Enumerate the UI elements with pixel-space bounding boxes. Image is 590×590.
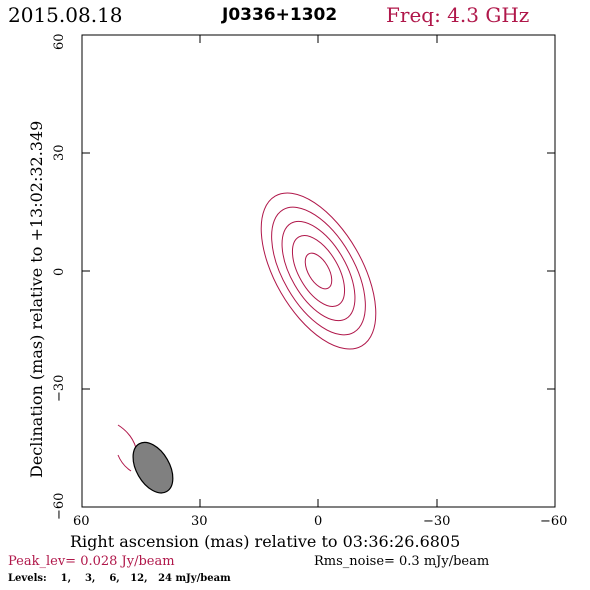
contour-levels-legend: Levels: 1, 3, 6, 12, 24 mJy/beam (8, 573, 231, 584)
y-tick-label-30: 30 (52, 144, 67, 161)
x-tick-label-60: 60 (73, 514, 90, 529)
contour-ellipse (260, 192, 377, 350)
y-tick-label-0: 0 (52, 267, 67, 276)
source-name: J0336+1302 (222, 5, 338, 25)
contour-levels (260, 192, 377, 350)
frequency-label: Freq: 4.3 GHz (386, 3, 530, 27)
observation-date: 2015.08.18 (8, 3, 123, 27)
y-tick-label-neg60: −60 (52, 492, 67, 520)
clean-beam (132, 441, 174, 494)
x-tick-label-neg30: −30 (423, 514, 451, 529)
x-axis-label: Right ascension (mas) relative to 03:36:… (70, 532, 461, 551)
y-tick-label-60: 60 (52, 33, 67, 50)
x-ticks (199, 35, 438, 507)
contour-ellipse (281, 220, 356, 322)
contour-ellipse (304, 252, 333, 290)
y-tick-label-neg30: −30 (52, 374, 67, 402)
contour-ellipse (291, 235, 346, 307)
x-tick-label-neg60: −60 (540, 514, 568, 529)
rms-noise: Rms_noise= 0.3 mJy/beam (314, 554, 490, 569)
x-tick-label-0: 0 (314, 514, 323, 529)
x-tick-label-30: 30 (191, 514, 208, 529)
peak-level: Peak_lev= 0.028 Jy/beam (8, 554, 175, 569)
plot-frame (81, 34, 556, 508)
clean-beam-halo (117, 424, 137, 472)
y-ticks (82, 152, 555, 390)
contour-ellipse (271, 206, 366, 336)
y-axis-label: Declination (mas) relative to +13:02:32.… (27, 120, 46, 478)
